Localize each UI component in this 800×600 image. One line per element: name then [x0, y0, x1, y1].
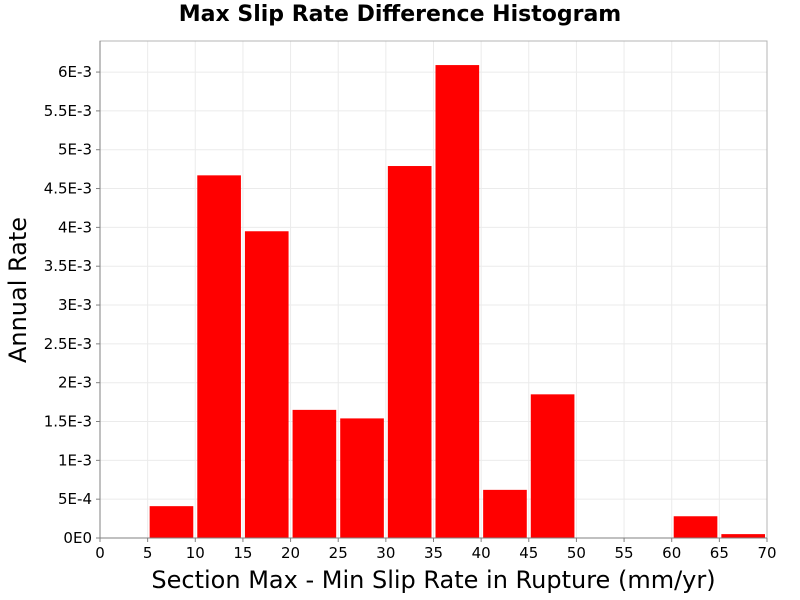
x-tick-label: 35: [424, 544, 443, 562]
bar-20-25: [292, 409, 337, 538]
y-tick-label: 1.5E-3: [44, 413, 92, 431]
x-tick-label: 15: [233, 544, 252, 562]
chart-title: Max Slip Rate Difference Histogram: [178, 2, 622, 27]
x-tick-label: 70: [757, 544, 776, 562]
x-tick-label: 0: [95, 544, 105, 562]
y-tick-label: 4E-3: [58, 218, 92, 236]
bar-10-15: [197, 175, 241, 538]
y-tick-label: 3E-3: [58, 296, 92, 314]
x-axis-label: Section Max - Min Slip Rate in Rupture (…: [151, 566, 716, 594]
bar-65-70: [721, 534, 765, 538]
y-tick-label: 5E-3: [58, 141, 92, 159]
x-tick-label: 55: [615, 544, 634, 562]
y-tick-label: 0E0: [63, 529, 92, 547]
bar-25-30: [340, 418, 384, 538]
bar-40-45: [483, 489, 527, 538]
bar-35-40: [435, 65, 480, 539]
x-tick-label: 65: [710, 544, 729, 562]
x-tick-label: 40: [472, 544, 491, 562]
bar-15-20: [244, 231, 289, 538]
x-tick-label: 5: [143, 544, 153, 562]
x-tick-label: 45: [519, 544, 538, 562]
y-tick-label: 2E-3: [58, 374, 92, 392]
y-tick-label: 3.5E-3: [44, 257, 92, 275]
y-tick-label: 4.5E-3: [44, 180, 92, 198]
y-tick-label: 2.5E-3: [44, 335, 92, 353]
y-tick-label: 6E-3: [58, 63, 92, 81]
y-tick-label: 5.5E-3: [44, 102, 92, 120]
x-tick-label: 25: [329, 544, 348, 562]
y-tick-label: 5E-4: [58, 490, 92, 508]
bar-5-10: [149, 506, 194, 538]
x-tick-label: 60: [662, 544, 681, 562]
bar-45-50: [530, 394, 575, 538]
x-tick-label: 20: [281, 544, 300, 562]
x-tick-label: 50: [567, 544, 586, 562]
x-tick-label: 10: [186, 544, 205, 562]
bar-60-65: [673, 516, 718, 538]
bar-30-35: [387, 166, 432, 539]
x-tick-label: 30: [376, 544, 395, 562]
y-tick-label: 1E-3: [58, 451, 92, 469]
